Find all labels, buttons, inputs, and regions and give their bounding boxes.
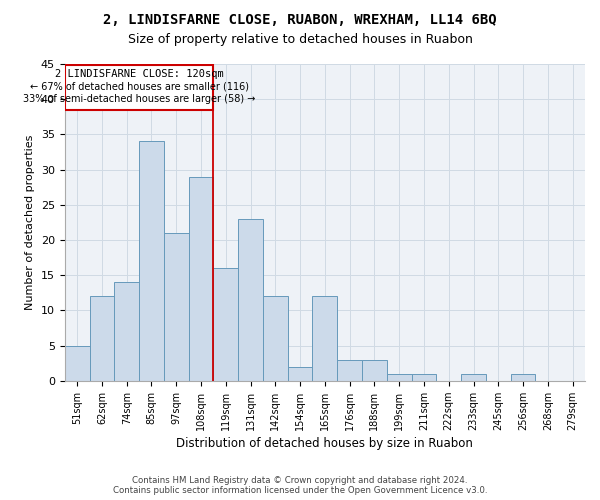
Bar xyxy=(362,360,387,381)
Bar xyxy=(115,282,139,381)
Text: ← 67% of detached houses are smaller (116): ← 67% of detached houses are smaller (11… xyxy=(29,82,248,92)
Bar xyxy=(214,268,238,381)
Bar xyxy=(238,219,263,381)
Bar xyxy=(188,176,214,381)
Text: 2, LINDISFARNE CLOSE, RUABON, WREXHAM, LL14 6BQ: 2, LINDISFARNE CLOSE, RUABON, WREXHAM, L… xyxy=(103,12,497,26)
Bar xyxy=(461,374,486,381)
Bar xyxy=(511,374,535,381)
Bar xyxy=(337,360,362,381)
Bar xyxy=(387,374,412,381)
Text: 2 LINDISFARNE CLOSE: 120sqm: 2 LINDISFARNE CLOSE: 120sqm xyxy=(55,69,223,79)
X-axis label: Distribution of detached houses by size in Ruabon: Distribution of detached houses by size … xyxy=(176,437,473,450)
Bar xyxy=(313,296,337,381)
Bar xyxy=(164,233,188,381)
Bar xyxy=(412,374,436,381)
Text: Contains HM Land Registry data © Crown copyright and database right 2024.
Contai: Contains HM Land Registry data © Crown c… xyxy=(113,476,487,495)
Text: Size of property relative to detached houses in Ruabon: Size of property relative to detached ho… xyxy=(128,32,472,46)
Y-axis label: Number of detached properties: Number of detached properties xyxy=(25,134,35,310)
Bar xyxy=(288,367,313,381)
Bar xyxy=(139,142,164,381)
Bar xyxy=(263,296,288,381)
FancyBboxPatch shape xyxy=(65,66,214,110)
Bar xyxy=(65,346,89,381)
Text: 33% of semi-detached houses are larger (58) →: 33% of semi-detached houses are larger (… xyxy=(23,94,255,104)
Bar xyxy=(89,296,115,381)
